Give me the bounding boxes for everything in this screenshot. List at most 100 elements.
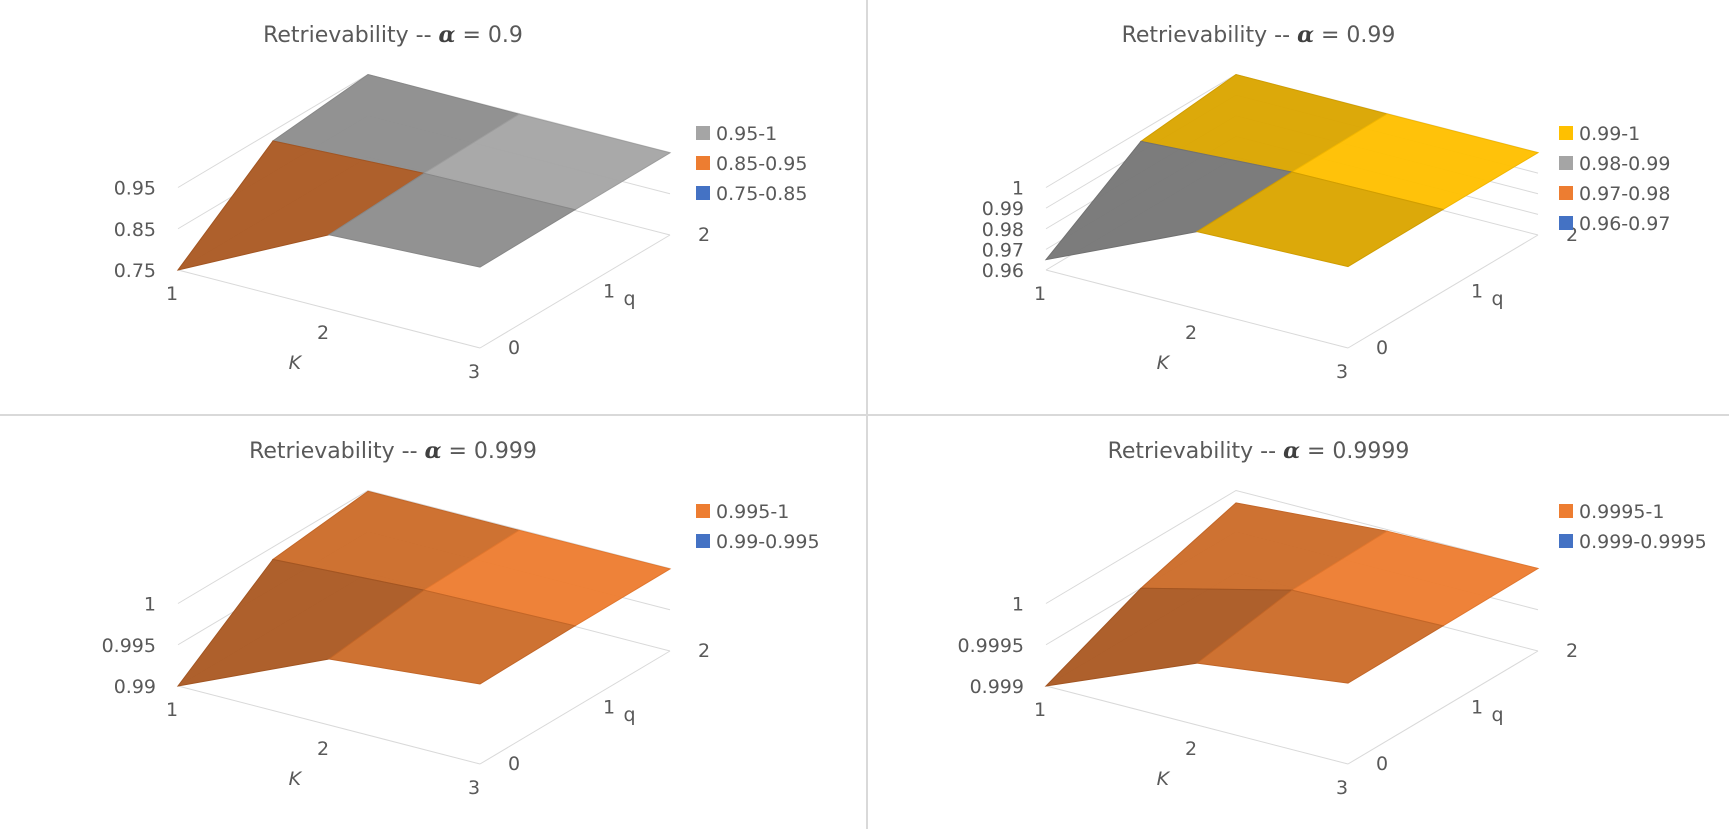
chart-title: Retrievability -- α = 0.9999 (1108, 438, 1410, 464)
legend-label: 0.85-0.95 (716, 153, 807, 175)
chart-title-value: = 0.999 (442, 439, 537, 464)
chart-title: Retrievability -- α = 0.99 (1122, 22, 1396, 48)
z-tick-label: 0.96 (982, 260, 1024, 282)
chart-title-prefix: Retrievability -- (249, 439, 424, 464)
legend-label: 0.96-0.97 (1579, 213, 1670, 235)
z-gridline (1045, 489, 1539, 604)
legend-swatch (696, 156, 710, 170)
z-tick-label: 0.995 (102, 635, 156, 657)
z-tick-label: 1 (1012, 178, 1024, 200)
legend-label: 0.98-0.99 (1579, 153, 1670, 175)
chart-title-prefix: Retrievability -- (263, 23, 438, 48)
q-tick-label: 0 (508, 337, 520, 359)
k-axis-title: K (1157, 768, 1171, 790)
legend-swatch (696, 186, 710, 200)
z-tick-label: 0.85 (114, 219, 156, 241)
horizontal-divider (0, 414, 1729, 416)
chart-panel-alpha-0-99: Retrievability -- α = 0.99 0.96 0.97 0.98 0.… (868, 0, 1729, 414)
legend-swatch (1559, 216, 1573, 230)
q-axis-line (479, 234, 671, 349)
k-tick-label: 2 (317, 738, 329, 760)
k-tick-label: 1 (1034, 699, 1046, 721)
legend-label: 0.97-0.98 (1579, 183, 1670, 205)
surface-patch (1195, 171, 1445, 268)
k-axis-line (1045, 269, 1349, 349)
q-axis-line (1347, 650, 1539, 765)
k-tick-label: 3 (1336, 777, 1348, 799)
q-axis-title: q (1491, 704, 1503, 726)
z-tick-label: 0.9995 (958, 635, 1024, 657)
chart-title-value: = 0.9 (455, 23, 522, 48)
q-tick-label: 2 (1566, 640, 1578, 662)
q-tick-label: 0 (1376, 337, 1388, 359)
legend-label: 0.995-1 (716, 501, 789, 523)
k-axis-title: K (1157, 352, 1171, 374)
legend-label: 0.9995-1 (1579, 501, 1664, 523)
legend-label: 0.999-0.9995 (1579, 531, 1707, 553)
surface-patch (327, 589, 577, 685)
surface-patch (327, 172, 577, 268)
chart-title-alpha: α (1297, 22, 1314, 48)
q-tick-label: 1 (603, 697, 615, 719)
chart-title-prefix: Retrievability -- (1122, 23, 1297, 48)
q-tick-label: 2 (698, 224, 710, 246)
legend-label: 0.99-1 (1579, 123, 1640, 145)
q-tick-label: 1 (1471, 281, 1483, 303)
legend-label: 0.75-0.85 (716, 183, 807, 205)
legend-swatch (1559, 156, 1573, 170)
legend-swatch (1559, 126, 1573, 140)
chart-title-value: = 0.9999 (1300, 439, 1409, 464)
chart-title-alpha: α (439, 22, 456, 48)
chart-title: Retrievability -- α = 0.9 (263, 22, 523, 48)
z-tick-label: 0.75 (114, 260, 156, 282)
chart-panel-alpha-0-999: Retrievability -- α = 0.999 0.99 0.995 1 1 2 3… (0, 416, 866, 829)
q-tick-label: 0 (508, 753, 520, 775)
k-tick-label: 2 (317, 322, 329, 344)
legend-swatch (1559, 534, 1573, 548)
q-axis-title: q (623, 704, 635, 726)
legend-swatch (1559, 504, 1573, 518)
k-tick-label: 2 (1185, 322, 1197, 344)
legend-label: 0.99-0.995 (716, 531, 820, 553)
chart-title-prefix: Retrievability -- (1108, 439, 1283, 464)
q-axis-title: q (1491, 288, 1503, 310)
legend-swatch (696, 504, 710, 518)
q-axis-title: q (623, 288, 635, 310)
chart-title-alpha: α (425, 438, 442, 464)
z-tick-label: 0.999 (970, 676, 1024, 698)
z-tick-label: 0.98 (982, 219, 1024, 241)
k-tick-label: 1 (1034, 283, 1046, 305)
z-tick-label: 1 (1012, 594, 1024, 616)
q-tick-label: 2 (698, 640, 710, 662)
chart-panel-alpha-0-9999: Retrievability -- α = 0.9999 0.999 0.9995 1… (868, 416, 1729, 829)
chart-title-alpha: α (1283, 438, 1300, 464)
k-tick-label: 3 (468, 361, 480, 383)
z-tick-label: 1 (144, 594, 156, 616)
q-tick-label: 0 (1376, 753, 1388, 775)
k-axis-line (177, 685, 481, 765)
chart-title-value: = 0.99 (1314, 23, 1395, 48)
z-tick-label: 0.99 (982, 198, 1024, 220)
surface-chart: Retrievability -- α = 0.9999 0.999 0.9995 1… (958, 438, 1707, 799)
q-axis-line (1347, 234, 1539, 349)
k-tick-label: 1 (166, 699, 178, 721)
legend-swatch (696, 534, 710, 548)
k-axis-line (177, 269, 481, 349)
legend-label: 0.95-1 (716, 123, 777, 145)
k-axis-title: K (289, 768, 303, 790)
chart-title: Retrievability -- α = 0.999 (249, 438, 537, 464)
z-tick-label: 0.99 (114, 676, 156, 698)
k-tick-label: 1 (166, 283, 178, 305)
q-tick-label: 1 (1471, 697, 1483, 719)
z-tick-label: 0.95 (114, 178, 156, 200)
legend-swatch (1559, 186, 1573, 200)
chart-panel-alpha-0-9: Retrievability -- α = 0.9 0.75 0.85 0.95 1 2 3… (0, 0, 866, 414)
q-axis-line (479, 650, 671, 765)
surface-patch (1195, 589, 1445, 684)
k-axis-title: K (289, 352, 303, 374)
q-tick-label: 1 (603, 281, 615, 303)
legend-swatch (696, 126, 710, 140)
z-gridline (177, 489, 671, 604)
k-tick-label: 3 (1336, 361, 1348, 383)
